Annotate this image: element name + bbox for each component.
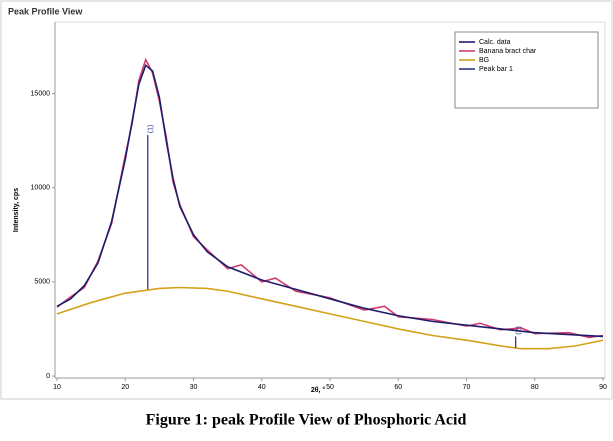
chart-title: Peak Profile View xyxy=(8,6,83,16)
x-tick-label: 40 xyxy=(258,384,266,391)
y-tick-label: 15000 xyxy=(31,90,51,97)
peak-label: (1) xyxy=(148,125,155,134)
y-axis-label: Intensity, cps xyxy=(13,188,20,232)
y-tick-label: 5000 xyxy=(34,279,50,286)
legend-label: Banana bract char xyxy=(479,48,537,55)
x-tick-label: 30 xyxy=(190,384,198,391)
x-tick-label: 90 xyxy=(599,384,607,391)
x-axis-label: 2θ, ° xyxy=(311,386,326,394)
legend-label: Peak bar 1 xyxy=(479,66,513,73)
legend-label: Calc. data xyxy=(479,39,511,46)
x-tick-label: 70 xyxy=(463,384,471,391)
x-tick-label: 60 xyxy=(394,384,402,391)
x-tick-label: 10 xyxy=(53,384,61,391)
legend-box xyxy=(454,31,599,109)
x-tick-label: 80 xyxy=(531,384,539,391)
legend-label: BG xyxy=(479,57,489,64)
peak-label: (2) xyxy=(515,326,522,335)
y-tick-label: 10000 xyxy=(31,185,51,192)
y-tick-label: 0 xyxy=(46,373,50,380)
x-tick-label: 50 xyxy=(326,384,334,391)
data-line xyxy=(56,63,604,338)
x-tick-label: 20 xyxy=(121,384,129,391)
caption: Figure 1: peak Profile View of Phosphori… xyxy=(146,412,467,429)
data-line xyxy=(56,286,604,350)
